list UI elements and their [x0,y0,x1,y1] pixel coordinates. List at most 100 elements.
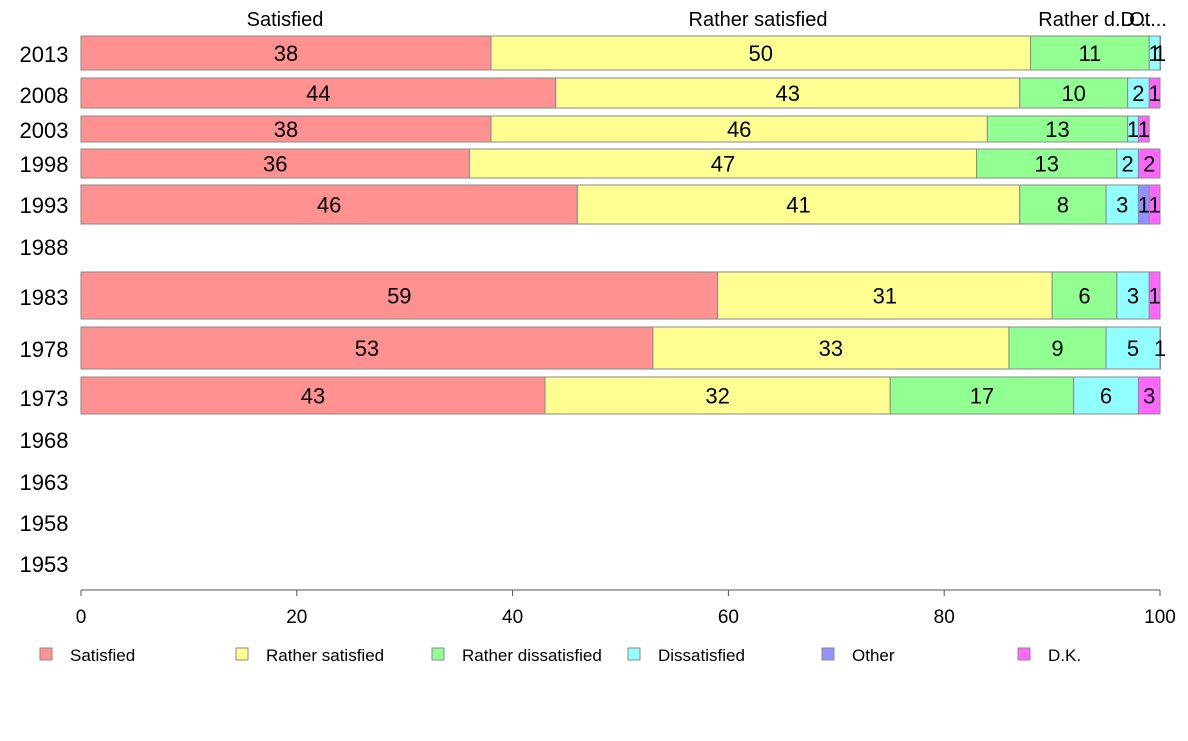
bar-segment [576,184,1021,225]
bar-segment [889,376,1075,415]
data-label: 50 [749,41,773,66]
data-label: 1 [1127,117,1139,142]
y-tick-label: 1958 [20,511,69,536]
data-label: 1 [1148,81,1160,106]
data-label: 3 [1127,284,1139,309]
data-label: 2 [1132,81,1144,106]
legend-swatch [431,647,445,661]
legend-swatch [39,647,53,661]
y-tick-label: 2013 [20,42,69,67]
data-label: 13 [1045,117,1069,142]
legend-swatch [1017,647,1031,661]
bar-segment [490,35,1032,71]
data-label: 1 [1138,117,1150,142]
bar-segment [468,148,978,179]
data-label: 38 [274,41,298,66]
data-label: 38 [274,117,298,142]
data-label: 53 [355,336,379,361]
data-label: 6 [1078,284,1090,309]
data-label: 3 [1143,384,1155,409]
x-tick-label: 0 [76,607,87,628]
top-series-label: Satisfied [247,9,324,31]
bar-segment [80,271,719,320]
bar-segment [1073,376,1139,415]
bar-segment [1116,271,1150,320]
legend-label: Satisfied [70,646,135,665]
top-series-label: Ot... [1129,9,1167,31]
y-tick-label: 1988 [20,235,69,260]
y-tick-label: 2003 [20,118,69,143]
data-label: 2 [1143,152,1155,177]
data-label: 31 [873,284,897,309]
bar-segment [555,77,1021,109]
bar-segment [1148,77,1161,109]
data-label: 47 [711,152,735,177]
bar-segment [1159,326,1161,370]
legend-swatch [627,647,641,661]
data-label: 1 [1148,193,1160,218]
bar-segment [1008,326,1107,370]
data-label: 46 [317,193,341,218]
data-label: 32 [705,384,729,409]
y-tick-label: 2008 [20,83,69,108]
y-tick-label: 1953 [20,552,69,577]
data-label: 6 [1100,384,1112,409]
x-tick-label: 40 [502,607,523,628]
data-label: 1 [1154,336,1166,361]
data-label: 1 [1154,41,1166,66]
y-tick-label: 1963 [20,470,69,495]
data-label: 43 [776,81,800,106]
bar-segment [1019,184,1107,225]
bar-segment [80,376,546,415]
data-label: 46 [727,117,751,142]
data-label: 59 [387,284,411,309]
data-label: 44 [306,81,330,106]
data-label: 1 [1148,284,1160,309]
data-label: 10 [1061,81,1085,106]
data-label: 17 [970,384,994,409]
legend-swatch [821,647,835,661]
data-label: 9 [1051,336,1063,361]
bar-segment [490,115,988,143]
top-series-label: D... [1120,9,1151,31]
data-label: 33 [819,336,843,361]
bar-segment [1148,184,1161,225]
data-label: 5 [1127,336,1139,361]
bar-segment [1019,77,1129,109]
bar-segment [1137,115,1150,143]
legend-label: Dissatisfied [658,646,745,665]
data-label: 3 [1116,193,1128,218]
x-tick-label: 60 [718,607,739,628]
y-tick-label: 1983 [20,285,69,310]
data-label: 1 [1138,193,1150,218]
y-tick-label: 1993 [20,193,69,218]
y-tick-label: 1998 [20,152,69,177]
legend-label: Rather satisfied [266,646,384,665]
x-tick-label: 20 [286,607,307,628]
x-tick-label: 80 [934,607,955,628]
data-label: 11 [1078,41,1101,66]
legend-label: Rather dissatisfied [462,646,602,665]
data-label: 43 [301,384,325,409]
bar-segment [1159,35,1161,71]
legend-label: D.K. [1048,646,1081,665]
x-tick-label: 100 [1144,607,1176,628]
bar-segment [1105,326,1161,370]
bar-segment [1137,376,1161,415]
y-tick-label: 1968 [20,428,69,453]
y-tick-label: 1973 [20,386,69,411]
data-label: 1 [1148,41,1160,66]
data-label: 2 [1122,152,1134,177]
top-series-label: Rather satisfied [689,9,828,31]
bar-segment [544,376,891,415]
bar-segment [80,184,578,225]
data-label: 41 [786,193,810,218]
bar-segment [976,148,1118,179]
legend-swatch [235,647,249,661]
y-tick-label: 1978 [20,337,69,362]
data-label: 13 [1034,152,1058,177]
top-series-label: Rather d... [1038,9,1131,31]
data-label: 8 [1057,193,1069,218]
